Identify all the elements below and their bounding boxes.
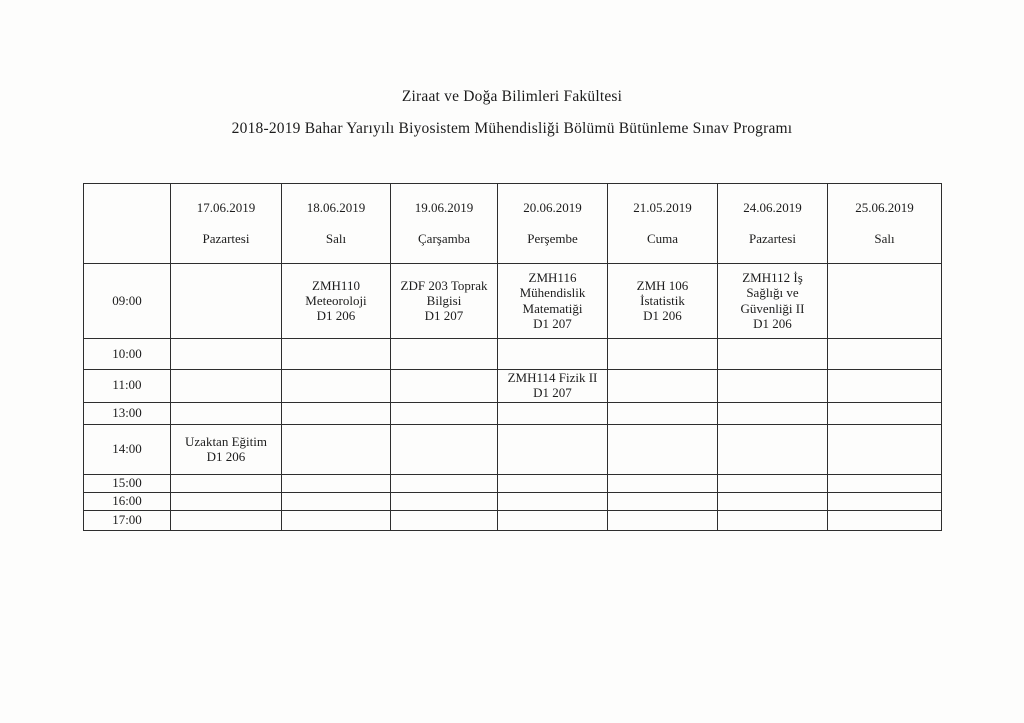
exam-cell — [827, 423, 942, 475]
exam-cell — [281, 509, 391, 531]
exam-cell — [170, 337, 282, 370]
table-row: 17:00 — [83, 509, 942, 531]
exam-cell — [607, 509, 718, 531]
header-date: 17.06.2019 — [196, 200, 256, 216]
exam-cell — [497, 337, 608, 370]
exam-cell — [607, 473, 718, 493]
day-header: 24.06.2019 Pazartesi — [717, 183, 828, 264]
time-cell: 09:00 — [83, 262, 171, 339]
header-day: Cuma — [646, 230, 679, 246]
exam-cell — [390, 473, 498, 493]
exam-cell — [717, 401, 828, 425]
exam-cell — [390, 337, 498, 370]
day-header: 25.06.2019 Salı — [827, 183, 942, 264]
time-cell: 14:00 — [83, 423, 171, 475]
exam-cell — [281, 473, 391, 493]
exam-cell — [281, 491, 391, 511]
header-day: Çarşamba — [418, 230, 470, 246]
day-header: 21.05.2019 Cuma — [607, 183, 718, 264]
exam-cell — [717, 473, 828, 493]
exam-cell — [717, 423, 828, 475]
table-row: 10:00 — [83, 337, 942, 370]
header-day: Pazartesi — [749, 230, 796, 246]
exam-cell — [497, 423, 608, 475]
header-row: 17.06.2019 Pazartesi 18.06.2019 Salı 19.… — [83, 183, 942, 264]
time-cell: 16:00 — [83, 491, 171, 511]
exam-cell — [170, 368, 282, 403]
header-date: 19.06.2019 — [414, 200, 474, 216]
day-header: 17.06.2019 Pazartesi — [170, 183, 282, 264]
exam-cell — [170, 491, 282, 511]
time-cell: 15:00 — [83, 473, 171, 493]
exam-cell — [281, 401, 391, 425]
exam-cell — [170, 509, 282, 531]
exam-cell — [390, 509, 498, 531]
exam-cell — [497, 401, 608, 425]
exam-cell: ZMH 106 İstatistik D1 206 — [607, 262, 718, 339]
corner-cell — [83, 183, 171, 264]
header-day: Salı — [325, 230, 347, 246]
table-row: 13:00 — [83, 401, 942, 425]
header-date: 20.06.2019 — [523, 200, 582, 216]
header-date: 24.06.2019 — [743, 200, 802, 216]
program-title: 2018-2019 Bahar Yarıyılı Biyosistem Mühe… — [231, 120, 793, 137]
exam-cell — [827, 262, 942, 339]
day-header: 20.06.2019 Perşembe — [497, 183, 608, 264]
exam-cell: ZMH116 Mühendislik Matematiği D1 207 — [497, 262, 608, 339]
exam-cell: ZMH110 Meteoroloji D1 206 — [281, 262, 391, 339]
exam-cell — [390, 491, 498, 511]
exam-cell — [607, 491, 718, 511]
exam-cell — [281, 337, 391, 370]
exam-cell — [717, 491, 828, 511]
exam-cell — [497, 509, 608, 531]
exam-cell — [497, 473, 608, 493]
exam-cell — [827, 491, 942, 511]
exam-cell — [390, 401, 498, 425]
header-day: Pazartesi — [202, 230, 250, 246]
exam-cell — [281, 368, 391, 403]
exam-cell — [827, 337, 942, 370]
exam-cell — [281, 423, 391, 475]
exam-cell — [390, 368, 498, 403]
exam-cell — [170, 401, 282, 425]
exam-cell — [827, 509, 942, 531]
day-header: 18.06.2019 Salı — [281, 183, 391, 264]
header-day: Salı — [874, 230, 895, 246]
header-date: 21.05.2019 — [633, 200, 692, 216]
exam-cell: ZDF 203 Toprak Bilgisi D1 207 — [390, 262, 498, 339]
exam-cell — [390, 423, 498, 475]
exam-cell — [827, 368, 942, 403]
table-row: 14:00 Uzaktan Eğitim D1 206 — [83, 423, 942, 475]
table-row: 15:00 — [83, 473, 942, 493]
time-cell: 13:00 — [83, 401, 171, 425]
exam-schedule-table: 17.06.2019 Pazartesi 18.06.2019 Salı 19.… — [83, 183, 942, 531]
exam-cell — [170, 262, 282, 339]
exam-cell: ZMH114 Fizik II D1 207 — [497, 368, 608, 403]
time-cell: 17:00 — [83, 509, 171, 531]
header-date: 25.06.2019 — [855, 200, 914, 216]
exam-cell — [717, 337, 828, 370]
faculty-title: Ziraat ve Doğa Bilimleri Fakültesi — [401, 88, 623, 105]
exam-cell — [607, 423, 718, 475]
exam-cell — [497, 491, 608, 511]
exam-cell — [717, 368, 828, 403]
header-day: Perşembe — [527, 230, 578, 246]
table-row: 09:00 ZMH110 Meteoroloji D1 206 ZDF 203 … — [83, 262, 942, 339]
time-cell: 10:00 — [83, 337, 171, 370]
exam-cell — [607, 368, 718, 403]
exam-cell — [607, 337, 718, 370]
exam-cell — [607, 401, 718, 425]
time-cell: 11:00 — [83, 368, 171, 403]
table-row: 16:00 — [83, 491, 942, 511]
table-row: 11:00 ZMH114 Fizik II D1 207 — [83, 368, 942, 403]
exam-cell — [827, 401, 942, 425]
exam-cell — [827, 473, 942, 493]
exam-cell: ZMH112 İş Sağlığı ve Güvenliği II D1 206 — [717, 262, 828, 339]
exam-cell: Uzaktan Eğitim D1 206 — [170, 423, 282, 475]
exam-cell — [717, 509, 828, 531]
day-header: 19.06.2019 Çarşamba — [390, 183, 498, 264]
header-date: 18.06.2019 — [306, 200, 366, 216]
exam-cell — [170, 473, 282, 493]
